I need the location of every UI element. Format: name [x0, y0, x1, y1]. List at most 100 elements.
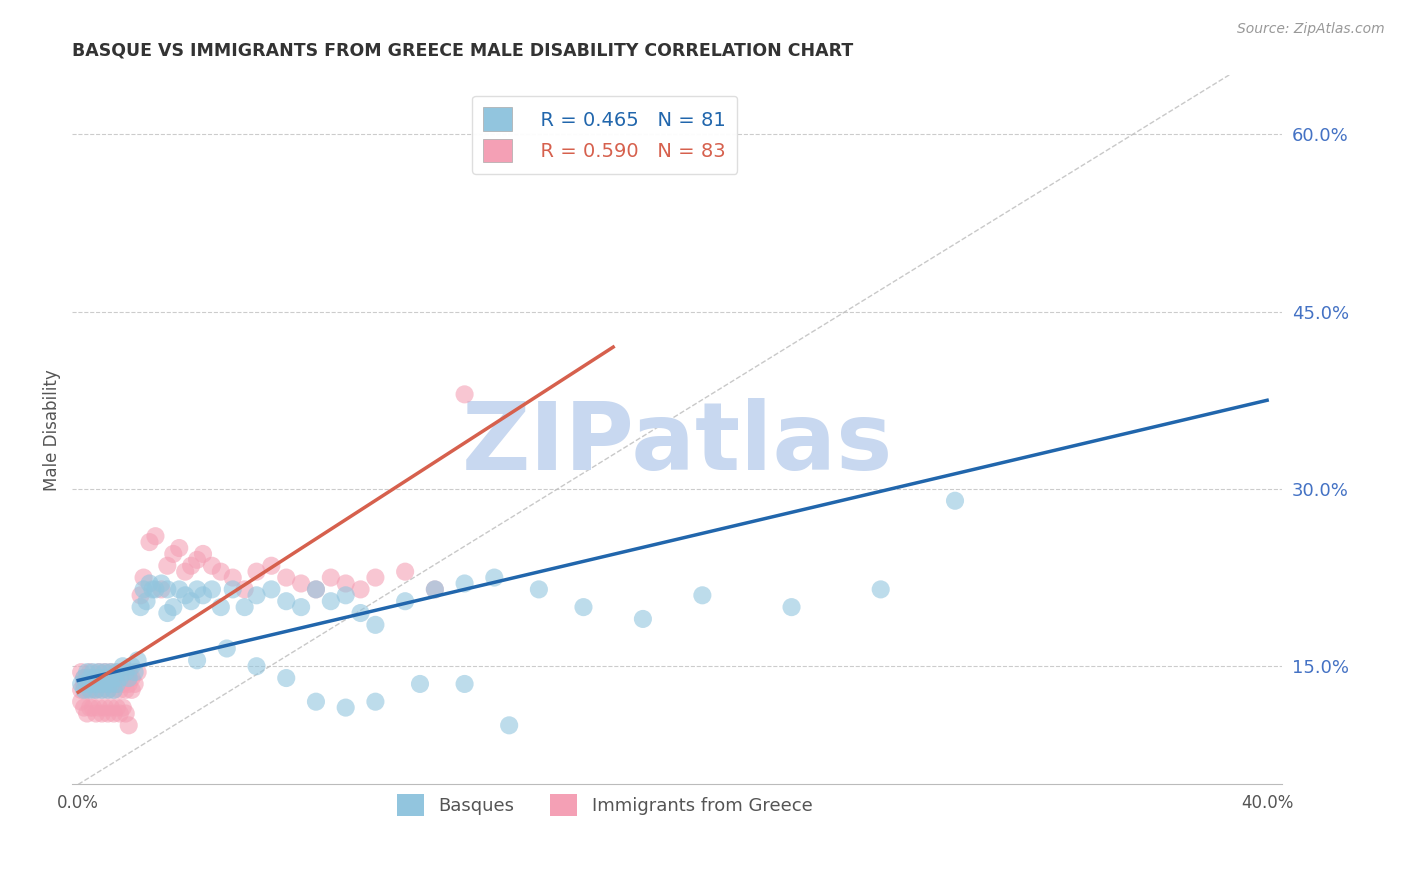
- Point: [79, 700, 101, 714]
- Point: [127, 665, 149, 680]
- Point: [82, 671, 104, 685]
- Point: [215, 641, 238, 656]
- Point: [364, 571, 387, 585]
- Point: [84, 671, 107, 685]
- Point: [121, 671, 143, 685]
- Point: [290, 600, 312, 615]
- Point: [108, 671, 131, 685]
- Point: [97, 671, 120, 685]
- Point: [94, 665, 117, 680]
- Point: [180, 558, 202, 573]
- Point: [111, 677, 134, 691]
- Point: [364, 695, 387, 709]
- Point: [869, 582, 891, 597]
- Point: [91, 706, 114, 721]
- Point: [423, 582, 446, 597]
- Point: [335, 588, 357, 602]
- Point: [349, 582, 371, 597]
- Point: [484, 571, 506, 585]
- Point: [167, 582, 190, 597]
- Point: [290, 576, 312, 591]
- Point: [76, 677, 98, 691]
- Point: [145, 529, 167, 543]
- Point: [84, 671, 107, 685]
- Point: [91, 682, 114, 697]
- Point: [94, 665, 117, 680]
- Point: [108, 671, 131, 685]
- Text: Source: ZipAtlas.com: Source: ZipAtlas.com: [1237, 22, 1385, 37]
- Point: [111, 659, 134, 673]
- Point: [156, 606, 179, 620]
- Point: [103, 682, 125, 697]
- Point: [118, 665, 141, 680]
- Point: [114, 706, 136, 721]
- Point: [319, 594, 342, 608]
- Point: [527, 582, 550, 597]
- Point: [82, 665, 104, 680]
- Point: [150, 576, 173, 591]
- Point: [87, 677, 110, 691]
- Point: [127, 653, 149, 667]
- Point: [276, 671, 298, 685]
- Point: [91, 671, 114, 685]
- Point: [108, 682, 131, 697]
- Point: [105, 665, 128, 680]
- Point: [114, 682, 136, 697]
- Point: [84, 682, 107, 697]
- Point: [364, 618, 387, 632]
- Point: [186, 653, 208, 667]
- Point: [118, 671, 141, 685]
- Point: [100, 677, 122, 691]
- Point: [91, 682, 114, 697]
- Point: [222, 582, 245, 597]
- Point: [167, 541, 190, 555]
- Point: [100, 700, 122, 714]
- Point: [233, 582, 256, 597]
- Point: [97, 706, 120, 721]
- Point: [335, 576, 357, 591]
- Point: [103, 706, 125, 721]
- Point: [105, 700, 128, 714]
- Point: [114, 671, 136, 685]
- Point: [245, 659, 267, 673]
- Point: [73, 671, 96, 685]
- Point: [94, 677, 117, 691]
- Point: [124, 677, 146, 691]
- Point: [87, 677, 110, 691]
- Point: [73, 700, 96, 714]
- Point: [118, 718, 141, 732]
- Point: [156, 558, 179, 573]
- Point: [121, 682, 143, 697]
- Point: [82, 677, 104, 691]
- Point: [135, 594, 157, 608]
- Point: [305, 582, 328, 597]
- Point: [186, 553, 208, 567]
- Point: [79, 665, 101, 680]
- Point: [103, 671, 125, 685]
- Point: [453, 576, 475, 591]
- Point: [145, 582, 167, 597]
- Point: [132, 582, 155, 597]
- Point: [245, 588, 267, 602]
- Point: [82, 682, 104, 697]
- Point: [453, 387, 475, 401]
- Point: [70, 682, 93, 697]
- Point: [201, 582, 224, 597]
- Point: [97, 682, 120, 697]
- Point: [453, 677, 475, 691]
- Point: [335, 700, 357, 714]
- Point: [150, 582, 173, 597]
- Point: [498, 718, 520, 732]
- Point: [124, 665, 146, 680]
- Point: [222, 571, 245, 585]
- Point: [73, 671, 96, 685]
- Point: [174, 588, 197, 602]
- Point: [132, 571, 155, 585]
- Point: [191, 588, 214, 602]
- Point: [245, 565, 267, 579]
- Point: [76, 682, 98, 697]
- Point: [276, 594, 298, 608]
- Point: [100, 677, 122, 691]
- Point: [780, 600, 803, 615]
- Y-axis label: Male Disability: Male Disability: [44, 369, 60, 491]
